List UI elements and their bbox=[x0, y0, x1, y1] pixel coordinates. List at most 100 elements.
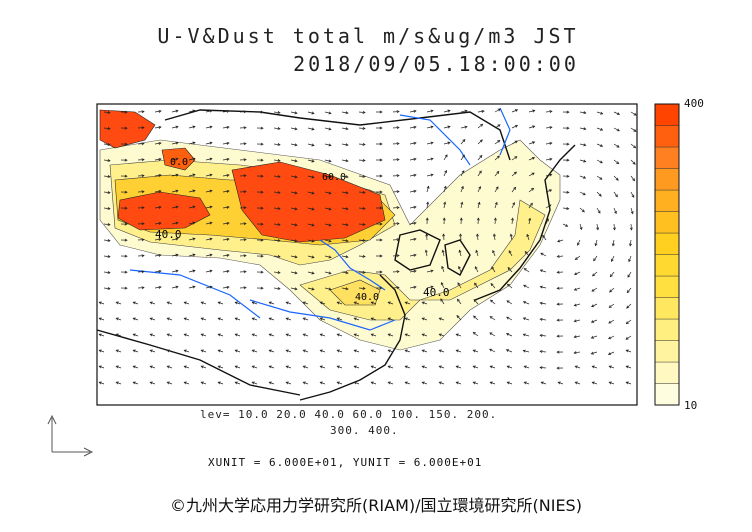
colorbar-band bbox=[654, 318, 680, 341]
wind-arrow-head bbox=[328, 159, 332, 163]
wind-arrow-head bbox=[124, 270, 128, 274]
wind-arrow bbox=[324, 207, 332, 210]
wind-arrow bbox=[443, 234, 445, 241]
wind-arrow-head bbox=[200, 333, 204, 337]
wind-arrow-head bbox=[311, 223, 315, 227]
wind-arrow bbox=[290, 111, 298, 114]
wind-arrow bbox=[133, 301, 139, 305]
wind-arrow-head bbox=[183, 301, 187, 305]
wind-arrow-head bbox=[421, 317, 425, 321]
wind-arrow-head bbox=[522, 317, 526, 321]
wind-arrow-head bbox=[294, 223, 298, 227]
wind-arrow-head bbox=[192, 189, 196, 193]
wind-arrow-head bbox=[593, 258, 597, 262]
wind-arrow-head bbox=[107, 159, 111, 163]
wind-arrow-head bbox=[175, 221, 179, 225]
wind-arrow-head bbox=[294, 175, 298, 179]
wind-arrow-head bbox=[311, 143, 315, 147]
wind-arrow-head bbox=[616, 128, 620, 132]
wind-arrow-head bbox=[413, 109, 417, 113]
wind-arrow-head bbox=[379, 110, 383, 114]
wind-arrow-head bbox=[260, 142, 264, 146]
wind-arrow-head bbox=[98, 365, 102, 369]
wind-arrow-head bbox=[594, 243, 598, 247]
wind-arrow-head bbox=[260, 222, 264, 226]
wind-arrow bbox=[273, 111, 281, 114]
wind-arrow bbox=[405, 301, 411, 305]
wind-arrow-head bbox=[413, 237, 417, 241]
wind-arrow-head bbox=[209, 285, 213, 289]
wind-arrow-head bbox=[362, 110, 366, 114]
wind-arrow-head bbox=[457, 282, 461, 286]
wind-arrow-head bbox=[540, 252, 544, 256]
wind-arrow-head bbox=[455, 349, 459, 353]
wind-arrow bbox=[303, 301, 309, 305]
wind-arrow-head bbox=[345, 239, 349, 243]
wind-arrow bbox=[307, 143, 315, 146]
wind-arrow-head bbox=[209, 221, 213, 225]
wind-arrow-head bbox=[583, 127, 587, 131]
wind-arrow-head bbox=[574, 257, 578, 260]
wind-arrow bbox=[324, 239, 332, 242]
wind-arrow-head bbox=[591, 304, 595, 308]
wind-arrow bbox=[273, 239, 281, 242]
wind-arrow bbox=[541, 381, 547, 385]
colorbar-frame bbox=[654, 103, 680, 406]
wind-arrow bbox=[205, 142, 213, 145]
wind-arrow bbox=[154, 206, 162, 209]
wind-arrow-head bbox=[528, 217, 532, 221]
wind-arrow-head bbox=[425, 233, 429, 237]
dust-region-mid-east bbox=[329, 279, 381, 306]
wind-arrow-head bbox=[251, 301, 255, 305]
wind-arrow-head bbox=[512, 201, 515, 206]
wind-arrow-head bbox=[175, 205, 179, 209]
wind-arrow bbox=[116, 333, 122, 337]
wind-arrow-head bbox=[474, 266, 478, 270]
wind-arrow bbox=[286, 365, 292, 369]
wind-arrow-head bbox=[573, 351, 577, 355]
wind-arrow bbox=[426, 286, 434, 289]
wind-arrow-head bbox=[404, 365, 408, 369]
wind-arrow-head bbox=[132, 301, 136, 305]
wind-arrow bbox=[511, 202, 515, 209]
wind-arrow bbox=[422, 333, 428, 337]
wind-arrow-head bbox=[610, 258, 614, 262]
wind-arrow bbox=[473, 381, 479, 385]
wind-arrow bbox=[439, 333, 445, 337]
wind-arrow-head bbox=[523, 268, 527, 271]
wind-arrow bbox=[320, 349, 326, 353]
wind-arrow-head bbox=[260, 126, 264, 130]
wind-arrow-head bbox=[98, 317, 102, 321]
wind-arrow bbox=[133, 365, 139, 369]
wind-arrow bbox=[457, 282, 462, 289]
wind-arrow bbox=[608, 351, 615, 355]
wind-arrow-head bbox=[592, 273, 596, 277]
wind-arrow-head bbox=[260, 110, 264, 114]
wind-arrow-head bbox=[260, 174, 264, 178]
wind-arrow bbox=[511, 171, 517, 177]
wind-arrow-head bbox=[166, 381, 170, 385]
wind-arrow-head bbox=[158, 125, 162, 129]
wind-arrow-head bbox=[345, 223, 349, 227]
wind-arrow bbox=[405, 381, 411, 385]
wind-arrow-head bbox=[462, 154, 465, 158]
wind-arrow bbox=[269, 301, 275, 305]
wind-arrow-head bbox=[478, 170, 482, 174]
wind-arrow bbox=[171, 254, 179, 257]
wind-arrow-head bbox=[362, 238, 366, 242]
wind-arrow-head bbox=[523, 284, 527, 288]
wind-arrow-head bbox=[591, 288, 595, 292]
colorbar-band bbox=[654, 275, 680, 298]
wind-arrow-head bbox=[311, 255, 315, 259]
wind-arrow-head bbox=[345, 255, 349, 259]
wind-arrow bbox=[608, 303, 615, 308]
wind-arrow bbox=[222, 254, 230, 257]
wind-arrow-head bbox=[612, 227, 616, 231]
wind-arrow bbox=[456, 315, 462, 321]
wind-arrow-head bbox=[509, 233, 513, 237]
wind-arrow-head bbox=[243, 222, 247, 226]
wind-arrow-head bbox=[209, 189, 213, 193]
wind-arrow-head bbox=[345, 175, 349, 179]
wind-arrow bbox=[492, 250, 496, 257]
wind-arrow bbox=[443, 126, 451, 129]
